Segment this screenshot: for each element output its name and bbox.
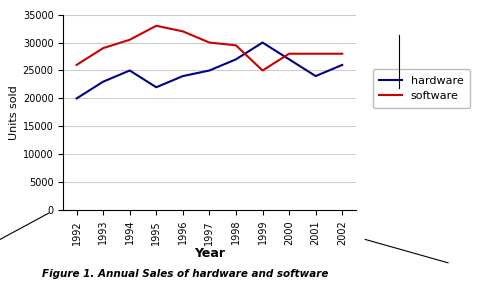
software (339, 52, 345, 55)
hardware (260, 41, 265, 44)
software (153, 24, 159, 27)
software (260, 69, 265, 72)
X-axis label: Year: Year (194, 248, 225, 260)
software (100, 46, 106, 50)
hardware (339, 63, 345, 67)
Line: software: software (76, 26, 342, 70)
hardware (153, 86, 159, 89)
software (180, 29, 186, 33)
Text: Figure 1. Annual Sales of hardware and software: Figure 1. Annual Sales of hardware and s… (42, 270, 328, 279)
hardware (233, 58, 239, 61)
software (206, 41, 212, 44)
hardware (127, 69, 132, 72)
hardware (100, 80, 106, 84)
hardware (206, 69, 212, 72)
hardware (313, 74, 318, 78)
hardware (180, 74, 186, 78)
software (74, 63, 79, 67)
hardware (74, 97, 79, 100)
Legend: hardware, software: hardware, software (373, 69, 470, 108)
software (313, 52, 318, 55)
software (127, 38, 132, 41)
hardware (286, 58, 292, 61)
Y-axis label: Units sold: Units sold (9, 85, 19, 140)
software (286, 52, 292, 55)
Line: hardware: hardware (76, 43, 342, 98)
software (233, 44, 239, 47)
